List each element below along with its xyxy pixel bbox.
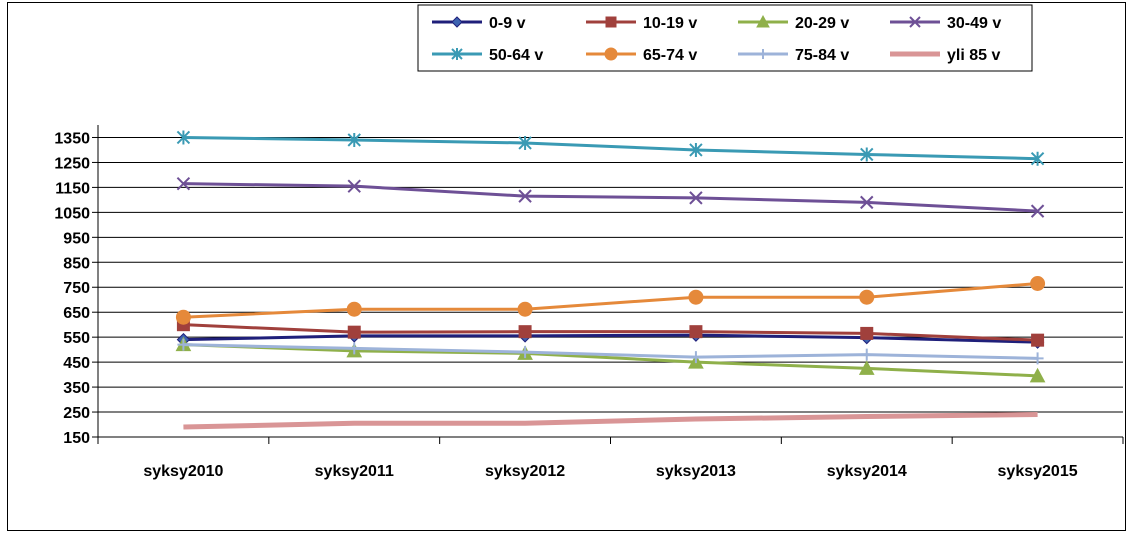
series-line: [183, 135, 1038, 161]
legend-box: [417, 4, 1033, 72]
data-point: [1031, 352, 1044, 365]
data-point: [519, 346, 532, 359]
series-line: [183, 412, 1038, 430]
legend-item: 20-29 v: [738, 14, 849, 32]
data-point: [860, 147, 874, 162]
data-point: [859, 289, 875, 305]
data-point: [909, 16, 921, 28]
gridlines: [98, 136, 1123, 413]
data-point: [517, 301, 533, 317]
data-point: [175, 309, 191, 325]
legend: 0-9 v 10-19 v 20-29 v 30-49 v 50-64 v 65-74 v…: [417, 4, 1033, 72]
data-point: [756, 14, 770, 28]
data-point: [689, 351, 702, 364]
data-point: [689, 325, 703, 339]
series-line: [183, 282, 1038, 319]
legend-label: 65-74 v: [643, 47, 697, 64]
data-point: [176, 130, 191, 145]
data-point: [1030, 275, 1046, 291]
data-point: [858, 360, 875, 375]
data-point: [1029, 367, 1046, 383]
series-line: [183, 343, 1038, 360]
series-line: [183, 333, 1038, 344]
data-point: [758, 49, 768, 59]
legend-item: 10-19 v: [586, 15, 697, 32]
series-65-74-v: [175, 275, 1046, 325]
y-tick-label: 650: [63, 305, 90, 322]
chart-frame: [7, 2, 1126, 531]
data-point: [518, 189, 532, 203]
data-point: [689, 142, 703, 157]
data-point: [347, 132, 361, 147]
x-tick-label: syksy2015: [998, 463, 1078, 480]
legend-item: 30-49 v: [890, 15, 1001, 32]
legend-label: 20-29 v: [795, 15, 849, 32]
y-tick-label: 550: [63, 330, 90, 347]
legend-item: yli 85 v: [890, 47, 1000, 64]
data-point: [1030, 151, 1045, 166]
series-line: [183, 323, 1038, 342]
series-line: [183, 343, 1038, 378]
y-tick-label: 350: [63, 380, 90, 397]
y-tick-label: 850: [63, 255, 90, 272]
legend-label: 50-64 v: [489, 47, 543, 64]
legend-item: 0-9 v: [432, 15, 526, 32]
data-point: [451, 16, 463, 28]
y-tick-label: 750: [63, 280, 90, 297]
x-axis-tick-labels: syksy2010 syksy2011 syksy2012 syksy2013 syks…: [143, 463, 1077, 480]
series-10-19-v: [176, 318, 1045, 347]
legend-item: 75-84 v: [738, 47, 849, 64]
data-point: [347, 325, 361, 339]
axes: [92, 125, 1124, 444]
legend-label: 0-9 v: [489, 15, 526, 32]
y-tick-label: 450: [63, 355, 90, 372]
legend-item: 65-74 v: [586, 47, 697, 64]
data-point: [518, 135, 532, 150]
y-tick-label: 1050: [54, 205, 90, 222]
y-tick-label: 250: [63, 405, 90, 422]
data-point: [347, 179, 361, 193]
data-point: [1030, 204, 1045, 218]
y-tick-label: 150: [63, 430, 90, 447]
legend-label: 75-84 v: [795, 47, 849, 64]
data-point: [860, 195, 874, 210]
data-point: [689, 191, 703, 205]
series-line: [183, 182, 1038, 213]
data-point: [176, 176, 191, 191]
legend-label: 30-49 v: [947, 15, 1001, 32]
data-point: [348, 342, 361, 355]
x-tick-label: syksy2010: [143, 463, 223, 480]
y-axis-tick-labels: 150 250 350 450 550 650 750 850 950 1050 1150 1250 1…: [54, 130, 90, 447]
series-75-84-v: [177, 338, 1044, 365]
series-yli-85-v: [183, 412, 1038, 430]
x-tick-label: syksy2012: [485, 463, 565, 480]
y-tick-label: 1150: [55, 180, 90, 197]
data-point: [518, 325, 532, 339]
data-point: [605, 16, 617, 28]
x-tick-label: syksy2011: [315, 463, 394, 480]
legend-label: 10-19 v: [643, 15, 697, 32]
legend-item: 50-64 v: [432, 47, 543, 64]
data-point: [177, 338, 190, 351]
y-tick-label: 1250: [54, 155, 90, 172]
y-tick-label: 1350: [54, 130, 90, 147]
series-lines: [175, 130, 1046, 430]
data-point: [451, 48, 463, 60]
data-point: [860, 348, 873, 361]
x-tick-label: syksy2013: [656, 463, 736, 480]
x-tick-label: syksy2014: [827, 463, 907, 480]
data-point: [1031, 333, 1045, 347]
data-point: [688, 289, 704, 305]
legend-label: yli 85 v: [947, 47, 1000, 64]
data-point: [346, 301, 362, 317]
data-point: [860, 326, 874, 340]
data-point: [604, 47, 618, 61]
series-30-49-v: [176, 176, 1045, 218]
series-20-29-v: [175, 336, 1046, 383]
series-50-64-v: [176, 130, 1045, 166]
y-tick-label: 950: [63, 230, 90, 247]
